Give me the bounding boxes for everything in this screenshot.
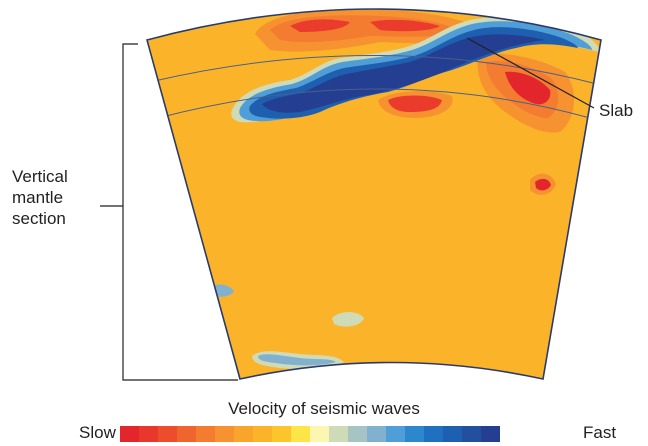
slab-leader-line (466, 37, 595, 109)
legend-title: Velocity of seismic waves (228, 399, 420, 418)
upper-mantle-arc-2 (157, 88, 591, 119)
colorbar-swatch (348, 426, 367, 442)
fast-blob-center (332, 312, 364, 327)
vertical-label-line-1: Vertical (12, 167, 68, 186)
colorbar-swatch (405, 426, 424, 442)
colorbar-swatch (386, 426, 405, 442)
colorbar-swatch (291, 426, 310, 442)
vertical-label-line-3: section (12, 209, 66, 228)
fast-blob-left (212, 284, 234, 297)
velocity-anomalies (149, 9, 601, 370)
colorbar-swatch (215, 426, 234, 442)
colorbar-swatch (462, 426, 481, 442)
legend-fast-label: Fast (583, 423, 617, 442)
colorbar-swatch (424, 426, 443, 442)
colorbar-swatch (253, 426, 272, 442)
colorbar-swatch (234, 426, 253, 442)
slow-anomaly-middle (378, 91, 453, 118)
section-bracket (100, 43, 238, 381)
legend-slow-label: Slow (79, 423, 116, 442)
colorbar-swatch (196, 426, 215, 442)
colorbar-swatch (177, 426, 196, 442)
fast-blob-bottom (252, 351, 344, 370)
slow-anomaly-small (530, 173, 556, 195)
colorbar-swatch (139, 426, 158, 442)
colorbar-swatch (120, 426, 139, 442)
wedge-outline (146, 8, 602, 380)
colorbar-swatch (272, 426, 291, 442)
slab-fast-anomaly (231, 17, 601, 123)
vertical-label-line-2: mantle (12, 188, 64, 207)
colorbar-swatch (310, 426, 329, 442)
velocity-colorbar (120, 426, 500, 442)
colorbar-swatch (481, 426, 500, 442)
colorbar-swatch (158, 426, 177, 442)
upper-mantle-arc-1 (149, 55, 598, 85)
colorbar-swatch (443, 426, 462, 442)
slab-label: Slab (599, 101, 634, 120)
colorbar-swatch (367, 426, 386, 442)
vertical-mantle-section-label: Vertical mantle section (12, 166, 102, 229)
colorbar-swatch (329, 426, 348, 442)
